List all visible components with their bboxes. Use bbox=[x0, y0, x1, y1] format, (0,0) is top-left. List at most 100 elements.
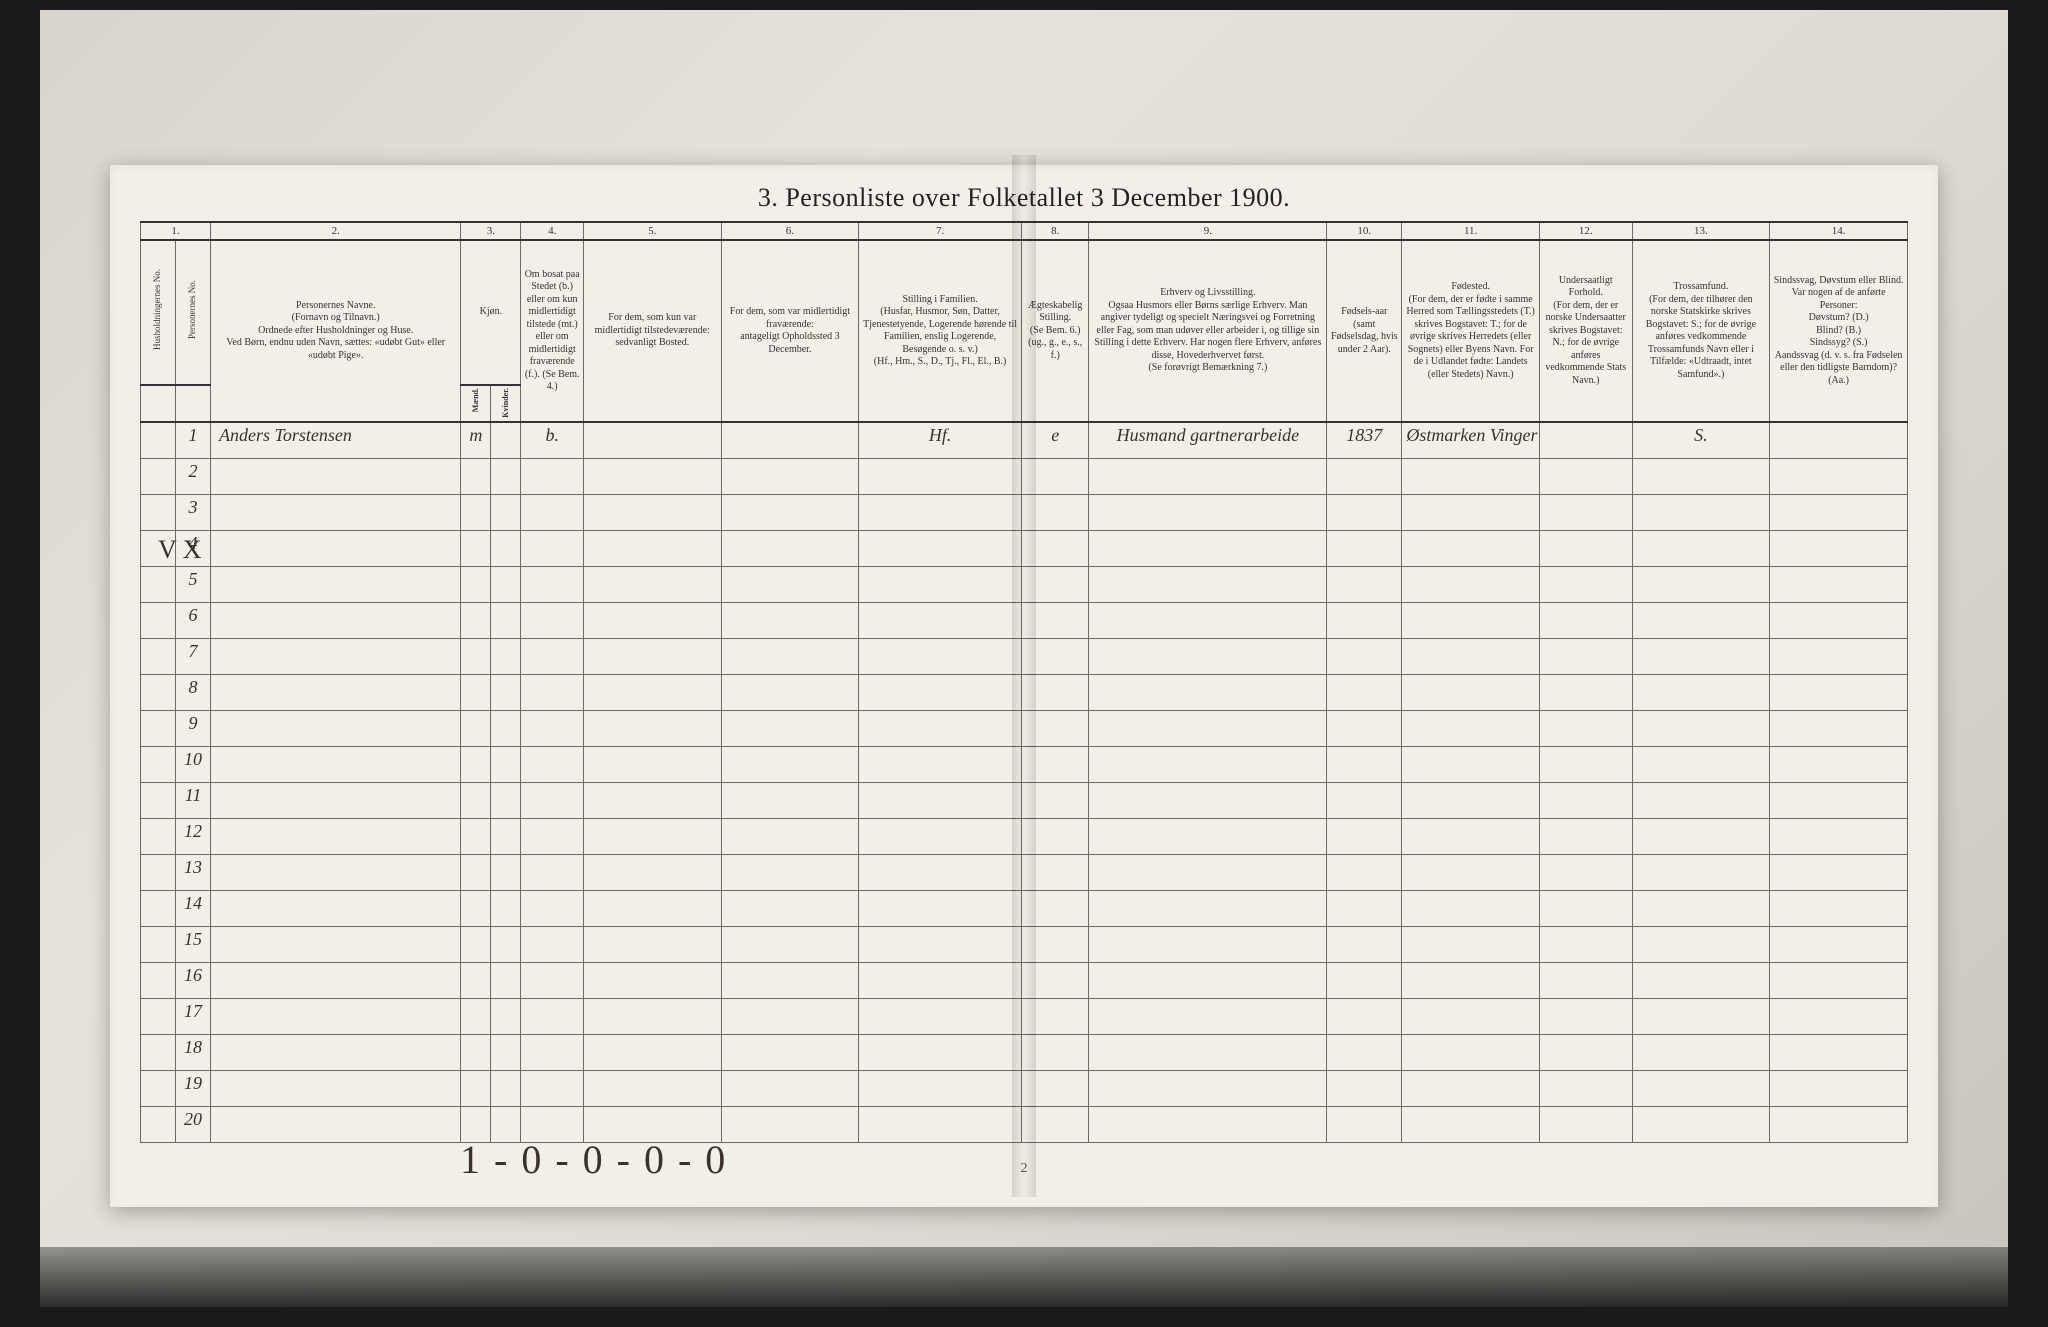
cell bbox=[521, 602, 584, 638]
cell bbox=[521, 1034, 584, 1070]
cell bbox=[211, 674, 461, 710]
cell bbox=[521, 746, 584, 782]
cell bbox=[461, 566, 491, 602]
cell: 11 bbox=[176, 782, 211, 818]
cell bbox=[1021, 782, 1089, 818]
cell bbox=[1327, 998, 1402, 1034]
cell bbox=[1402, 1034, 1540, 1070]
cell bbox=[1089, 962, 1327, 998]
cell bbox=[521, 638, 584, 674]
table-row: 10 bbox=[141, 746, 1908, 782]
cell bbox=[1539, 890, 1632, 926]
cell bbox=[1539, 458, 1632, 494]
cell bbox=[211, 962, 461, 998]
cell bbox=[1089, 926, 1327, 962]
cell bbox=[859, 710, 1022, 746]
cell: 8 bbox=[176, 674, 211, 710]
cell bbox=[141, 602, 176, 638]
cell: Hf. bbox=[859, 422, 1022, 458]
cell bbox=[583, 1034, 721, 1070]
cell bbox=[141, 746, 176, 782]
cell bbox=[521, 674, 584, 710]
cell bbox=[859, 1034, 1022, 1070]
cell: 7 bbox=[176, 638, 211, 674]
cell bbox=[461, 782, 491, 818]
cell bbox=[1402, 674, 1540, 710]
cell bbox=[211, 458, 461, 494]
table-row: 13 bbox=[141, 854, 1908, 890]
sub-3k: Kvinder. bbox=[491, 385, 521, 423]
cell bbox=[1770, 422, 1908, 458]
cell bbox=[1402, 602, 1540, 638]
table-row: 19 bbox=[141, 1070, 1908, 1106]
census-table: 1. 2. 3. 4. 5. 6. 7. 8. 9. 10. 11. 12. 1… bbox=[140, 221, 1908, 1143]
cell bbox=[859, 638, 1022, 674]
cell bbox=[1770, 530, 1908, 566]
cell bbox=[141, 854, 176, 890]
cell bbox=[583, 818, 721, 854]
cell bbox=[721, 530, 859, 566]
cell bbox=[721, 710, 859, 746]
cell bbox=[1327, 1034, 1402, 1070]
cell bbox=[1402, 458, 1540, 494]
cell bbox=[1402, 890, 1540, 926]
cell bbox=[859, 494, 1022, 530]
colnum-12: 12. bbox=[1539, 222, 1632, 240]
cell bbox=[1632, 1106, 1770, 1142]
cell bbox=[583, 602, 721, 638]
cell bbox=[1632, 458, 1770, 494]
cell bbox=[1770, 782, 1908, 818]
cell bbox=[491, 494, 521, 530]
sub-3k-text: Kvinder. bbox=[501, 388, 510, 418]
cell bbox=[491, 674, 521, 710]
table-row: 1Anders Torstensenmb.Hf.eHusmand gartner… bbox=[141, 422, 1908, 458]
cell bbox=[583, 458, 721, 494]
hdr-12: Undersaatligt Forhold. (For dem, der er … bbox=[1539, 240, 1632, 422]
cell bbox=[1770, 818, 1908, 854]
cell: 20 bbox=[176, 1106, 211, 1142]
hdr-7: Stilling i Familien. (Husfar, Husmor, Sø… bbox=[859, 240, 1022, 422]
cell bbox=[1770, 1034, 1908, 1070]
cell bbox=[1327, 782, 1402, 818]
cell bbox=[1089, 998, 1327, 1034]
cell bbox=[521, 854, 584, 890]
sub-1b bbox=[176, 385, 211, 423]
cell bbox=[461, 818, 491, 854]
hdr-13: Trossamfund. (For dem, der tilhører den … bbox=[1632, 240, 1770, 422]
cell bbox=[721, 746, 859, 782]
table-row: 14 bbox=[141, 890, 1908, 926]
cell bbox=[521, 494, 584, 530]
cell bbox=[461, 890, 491, 926]
cell bbox=[721, 818, 859, 854]
cell bbox=[1539, 494, 1632, 530]
cell bbox=[211, 818, 461, 854]
cell bbox=[721, 962, 859, 998]
cell bbox=[1327, 602, 1402, 638]
cell bbox=[1632, 854, 1770, 890]
colnum-8: 8. bbox=[1021, 222, 1089, 240]
cell bbox=[583, 746, 721, 782]
cell bbox=[491, 458, 521, 494]
cell bbox=[1539, 1106, 1632, 1142]
cell bbox=[211, 1070, 461, 1106]
hdr-1b: Personernes No. bbox=[176, 240, 211, 385]
cell bbox=[1632, 1070, 1770, 1106]
cell bbox=[1770, 746, 1908, 782]
cell bbox=[1021, 674, 1089, 710]
cell bbox=[1327, 1070, 1402, 1106]
cell bbox=[1021, 638, 1089, 674]
cell bbox=[1327, 494, 1402, 530]
colnum-7: 7. bbox=[859, 222, 1022, 240]
cell bbox=[461, 458, 491, 494]
cell bbox=[1770, 1106, 1908, 1142]
cell bbox=[491, 998, 521, 1034]
cell bbox=[1089, 458, 1327, 494]
margin-annotation: V X bbox=[158, 535, 202, 565]
cell bbox=[1327, 818, 1402, 854]
cell bbox=[859, 998, 1022, 1034]
hdr-3: Kjøn. bbox=[461, 240, 521, 385]
cell bbox=[859, 854, 1022, 890]
colnum-1: 1. bbox=[141, 222, 211, 240]
table-row: 5 bbox=[141, 566, 1908, 602]
cell bbox=[141, 638, 176, 674]
